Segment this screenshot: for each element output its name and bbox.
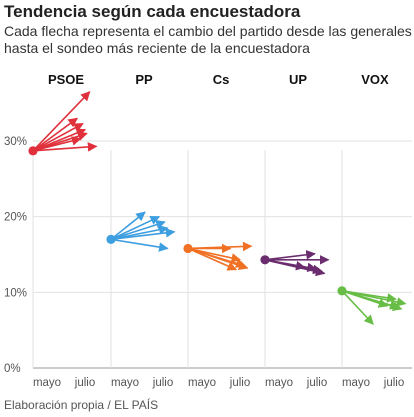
arrow: [32, 91, 91, 152]
arrow: [110, 228, 176, 241]
x-tick-label: mayo: [33, 377, 61, 389]
source-note: Elaboración propia / EL PAÍS: [4, 398, 159, 412]
panel-title: PSOE: [48, 72, 84, 87]
panel-up: UP mayo julio: [260, 72, 330, 389]
x-tick-label: julio: [383, 377, 404, 389]
start-point: [28, 146, 38, 156]
x-tick-label: mayo: [188, 377, 216, 389]
panel-pp: PP mayo julio: [106, 72, 176, 389]
arrow: [187, 247, 238, 271]
x-tick-label: julio: [152, 377, 173, 389]
chart-panels: PSOE mayo julio PP mayo julio Cs mayo julio UP may…: [28, 72, 407, 389]
panel-title: UP: [289, 72, 307, 87]
x-tick-label: mayo: [265, 377, 293, 389]
arrow: [110, 211, 146, 240]
panel-title: Cs: [213, 72, 230, 87]
start-point: [260, 255, 270, 265]
arrow: [341, 290, 397, 303]
arrow: [32, 117, 78, 152]
panel-title: PP: [135, 72, 153, 87]
arrow: [187, 247, 249, 270]
gridlines: 0% 10% 20% 30%: [4, 136, 412, 375]
x-tick-label: mayo: [111, 377, 139, 389]
chart-subtitle: Cada flecha representa el cambio del par…: [4, 23, 412, 56]
start-point: [183, 243, 193, 254]
start-point: [106, 234, 116, 244]
x-tick-label: julio: [306, 377, 327, 389]
arrow: [110, 238, 169, 252]
x-tick-label: mayo: [342, 377, 370, 389]
start-point: [337, 286, 347, 296]
arrow: [110, 215, 161, 241]
x-tick-label: julio: [74, 377, 95, 389]
arrow: [32, 122, 84, 152]
arrow: [341, 290, 374, 325]
arrow: [32, 131, 88, 152]
arrow: [264, 259, 326, 277]
panel-psoe: PSOE mayo julio: [28, 72, 98, 389]
arrow: [264, 250, 316, 261]
arrow: [187, 241, 253, 252]
y-tick-label: 30%: [4, 136, 27, 148]
y-tick-label: 10%: [4, 287, 27, 299]
panel-vox: VOX mayo julio: [337, 72, 407, 389]
panel-cs: Cs mayo julio: [183, 72, 253, 389]
arrow: [341, 290, 403, 312]
x-tick-label: julio: [229, 377, 250, 389]
y-tick-label: 0%: [4, 363, 21, 375]
y-tick-label: 20%: [4, 212, 27, 224]
panel-title: VOX: [361, 72, 389, 87]
arrow: [110, 220, 166, 241]
chart-title: Tendencia según cada encuestadora: [4, 2, 301, 21]
arrow: [32, 142, 98, 152]
